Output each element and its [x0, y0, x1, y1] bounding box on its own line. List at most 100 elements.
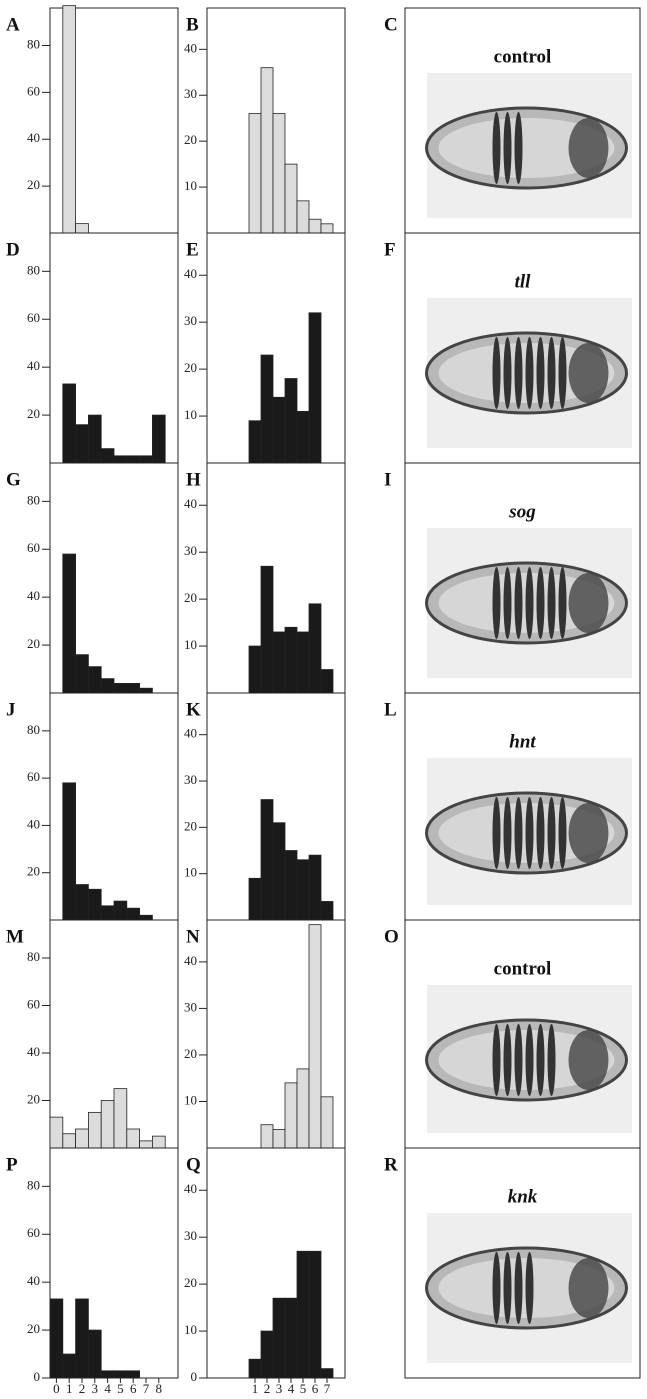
embryo-stripe	[492, 567, 501, 639]
bar	[296, 200, 310, 234]
y-tick-label: 10	[184, 407, 197, 422]
bar	[284, 626, 298, 694]
x-tick-label: 3	[92, 1381, 99, 1396]
panel-letter: B	[186, 14, 199, 35]
x-tick-label: 1	[252, 1381, 259, 1396]
y-tick-label: 40	[27, 588, 40, 603]
y-tick-label: 40	[27, 816, 40, 831]
bar	[75, 1128, 89, 1149]
y-tick-label: 40	[184, 1181, 197, 1196]
embryo-stripe	[558, 337, 567, 409]
embryo-stripe	[547, 567, 556, 639]
x-tick-label: 7	[324, 1381, 331, 1396]
y-tick-label: 40	[27, 1044, 40, 1059]
bar	[113, 455, 128, 464]
bar	[296, 859, 310, 921]
y-tick-label: 40	[184, 266, 197, 281]
embryo-stripe	[503, 1252, 512, 1324]
bar	[248, 1358, 262, 1379]
y-tick-label: 60	[27, 310, 40, 325]
bar	[75, 1298, 89, 1379]
bar	[284, 1082, 298, 1149]
y-tick-label: 20	[184, 818, 197, 833]
embryo-stripe	[547, 1024, 556, 1096]
embryo-stripe	[547, 797, 556, 869]
y-tick-label: 10	[184, 637, 197, 652]
y-tick-label: 40	[184, 726, 197, 741]
bar	[320, 1368, 334, 1379]
bar	[75, 884, 89, 921]
bar	[113, 683, 128, 694]
bar	[284, 378, 298, 464]
bar	[284, 850, 298, 921]
bar	[126, 1128, 141, 1149]
bar	[284, 1297, 298, 1379]
y-tick-label: 30	[184, 1228, 197, 1243]
y-tick-label: 60	[27, 83, 40, 98]
y-tick-label: 10	[184, 1092, 197, 1107]
bar	[139, 1140, 153, 1149]
embryo-stripe	[514, 337, 523, 409]
x-tick-label: 7	[143, 1381, 150, 1396]
bar	[126, 683, 141, 694]
y-tick-label: 40	[184, 40, 197, 55]
panel-letter: I	[384, 469, 391, 490]
bar	[320, 669, 334, 694]
bar	[88, 1111, 102, 1149]
panel-frame	[49, 1147, 179, 1379]
bar	[284, 163, 298, 234]
y-tick-label: 60	[27, 769, 40, 784]
bar	[139, 455, 153, 464]
bar	[308, 218, 322, 234]
panel-letter: Q	[186, 1154, 201, 1175]
y-tick-label: 60	[27, 996, 40, 1011]
embryo-stripe	[503, 567, 512, 639]
embryo-stripe	[525, 1024, 534, 1096]
panel-letter: E	[186, 239, 199, 260]
y-tick-label: 80	[27, 722, 40, 737]
photo-frame	[404, 1147, 641, 1379]
bar	[260, 67, 274, 234]
embryo-stripe	[503, 1024, 512, 1096]
bar	[62, 1133, 76, 1149]
bar	[88, 666, 102, 694]
bar	[272, 396, 286, 464]
embryo-inner	[438, 118, 615, 178]
bar	[272, 113, 286, 234]
embryo-stripe	[492, 112, 501, 184]
bar	[308, 603, 322, 694]
y-tick-label: 10	[184, 865, 197, 880]
embryo-stripe	[558, 797, 567, 869]
embryo-stripe	[525, 1252, 534, 1324]
y-tick-label: 0	[191, 1369, 198, 1384]
gene-label: control	[494, 958, 552, 979]
bar	[272, 1128, 286, 1149]
bar	[296, 631, 310, 694]
y-tick-label: 20	[184, 1046, 197, 1061]
bar	[49, 1116, 64, 1149]
x-tick-label: 8	[156, 1381, 163, 1396]
bar	[62, 1353, 76, 1379]
embryo-stripe	[492, 1024, 501, 1096]
y-tick-label: 30	[184, 86, 197, 101]
bar	[296, 1250, 310, 1379]
panel-letter: C	[384, 14, 398, 35]
bar	[296, 410, 310, 464]
bar	[248, 645, 262, 694]
bar	[139, 914, 153, 921]
y-tick-label: 60	[27, 1225, 40, 1240]
y-tick-label: 80	[27, 262, 40, 277]
y-tick-label: 20	[27, 406, 40, 421]
panel-letter: R	[384, 1154, 398, 1175]
y-tick-label: 20	[27, 1321, 40, 1336]
embryo-stripe	[514, 567, 523, 639]
bar	[320, 223, 334, 234]
x-tick-label: 2	[264, 1381, 271, 1396]
x-tick-label: 1	[66, 1381, 73, 1396]
y-tick-label: 80	[27, 36, 40, 51]
embryo-stripe	[525, 797, 534, 869]
embryo-stripe	[536, 797, 545, 869]
x-tick-label: 5	[300, 1381, 307, 1396]
embryo-posterior	[568, 573, 609, 633]
embryo-stripe	[514, 797, 523, 869]
